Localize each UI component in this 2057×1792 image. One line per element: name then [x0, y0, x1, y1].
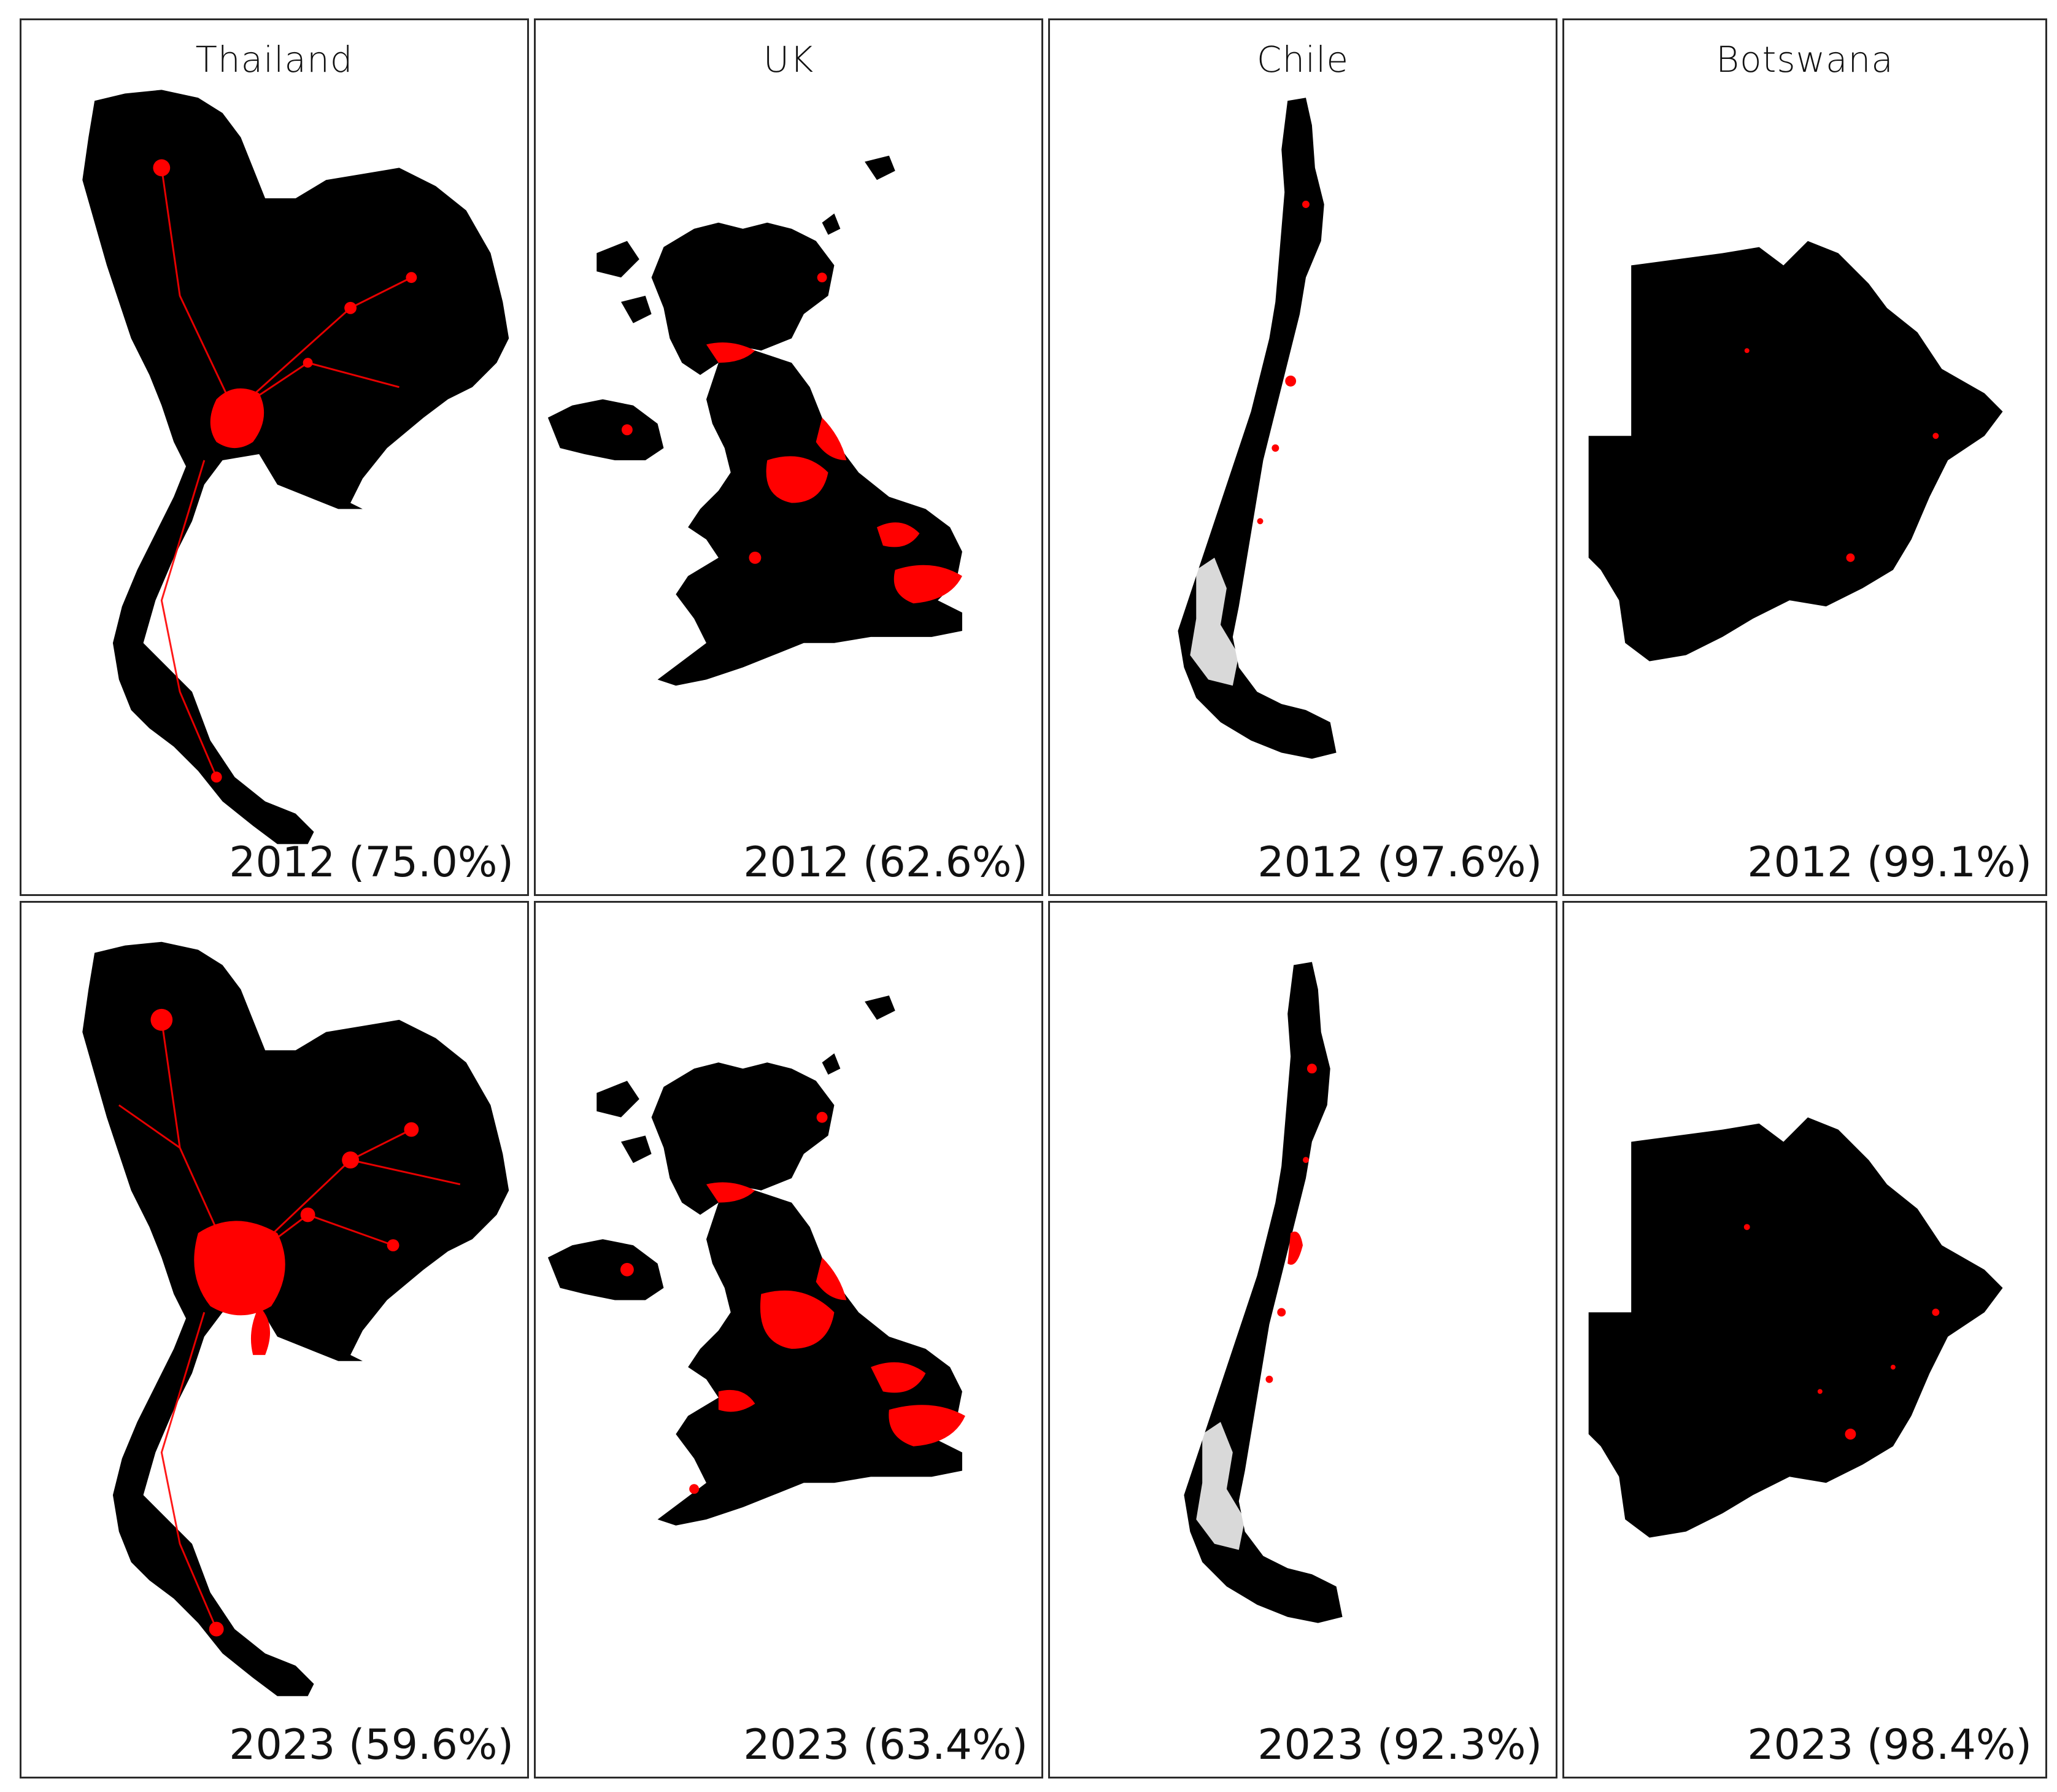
- map-panel-thailand-2023: 2023 (59.6%): [20, 901, 529, 1778]
- column-title: Chile: [1256, 39, 1349, 80]
- column-title: UK: [763, 39, 814, 80]
- year-share-label: 2023 (59.6%): [229, 1721, 514, 1769]
- chile-map-2023: [1184, 962, 1343, 1623]
- column-title: Botswana: [1716, 39, 1894, 80]
- year-share-label: 2012 (99.1%): [1747, 838, 2032, 887]
- year-share-label: 2012 (62.6%): [743, 838, 1028, 887]
- map-panel-chile-2023: 2023 (92.3%): [1048, 901, 1557, 1778]
- map-panel-chile-2012: Chile 2012 (97.6%): [1048, 18, 1557, 896]
- map-panel-uk-2023: 2023 (63.4%): [534, 901, 1043, 1778]
- year-share-label: 2023 (98.4%): [1747, 1721, 2032, 1769]
- botswana-map-2023: [1588, 1117, 2003, 1538]
- year-share-label: 2012 (75.0%): [229, 838, 514, 887]
- map-panel-uk-2012: UK 2012 (62.6%): [534, 18, 1043, 896]
- map-panel-botswana-2023: 2023 (98.4%): [1562, 901, 2047, 1778]
- map-panel-botswana-2012: Botswana 2012 (99.1%): [1562, 18, 2047, 896]
- botswana-map-2012: [1588, 241, 2003, 662]
- year-share-label: 2023 (63.4%): [743, 1721, 1028, 1769]
- year-share-label: 2012 (97.6%): [1257, 838, 1542, 887]
- chile-map-2012: [1178, 98, 1337, 759]
- map-panel-thailand-2012: Thailand 2012 (75.0%): [20, 18, 529, 896]
- thailand-map-2023: [82, 941, 509, 1696]
- year-share-label: 2023 (92.3%): [1257, 1721, 1542, 1769]
- uk-map-2012: [547, 155, 962, 686]
- thailand-map-2012: [82, 90, 509, 844]
- column-title: Thailand: [195, 39, 353, 80]
- uk-map-2023: [547, 995, 965, 1526]
